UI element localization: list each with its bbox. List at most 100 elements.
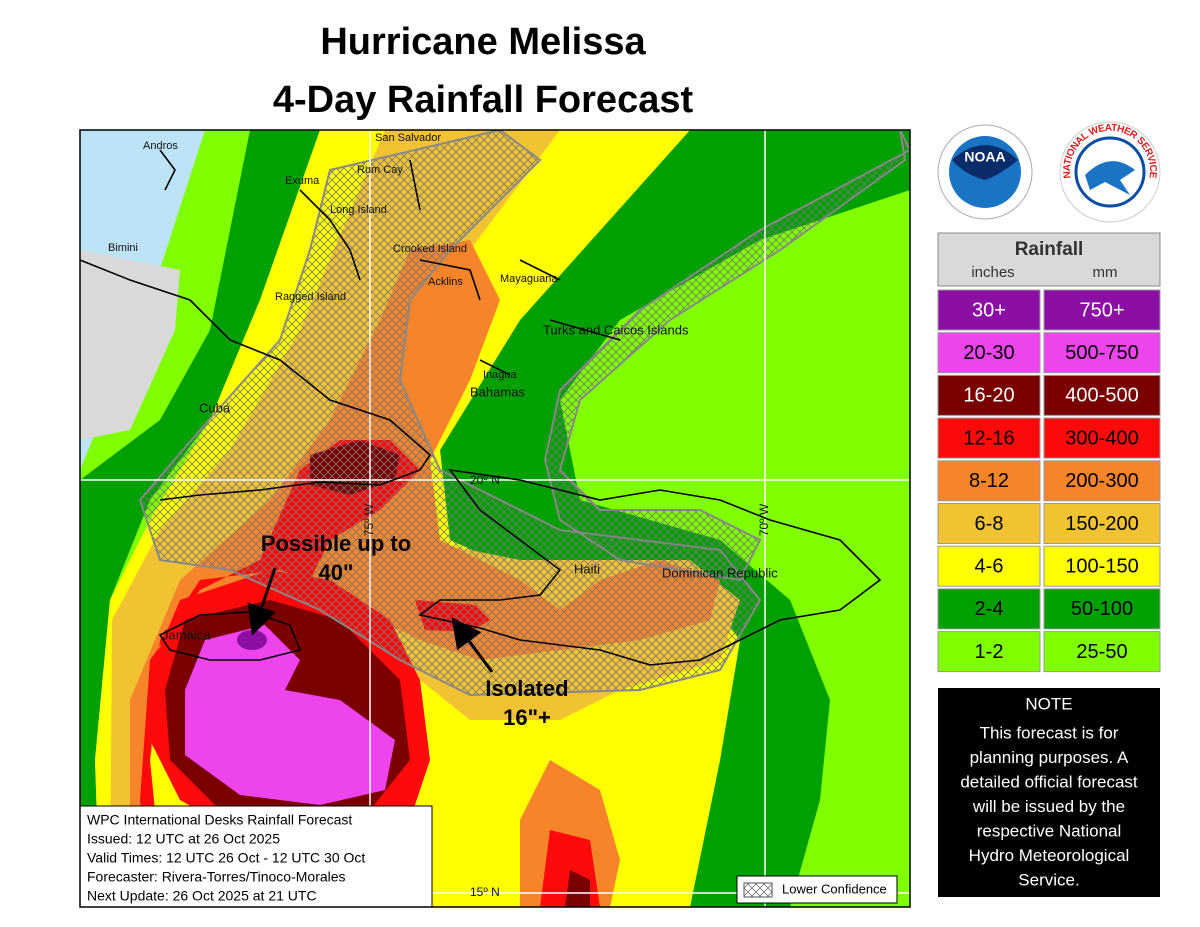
map: San Salvador Andros Rum Cay Exuma Long I… xyxy=(80,130,910,907)
annotation: 16"+ xyxy=(503,705,551,730)
note-line: will be issued by the xyxy=(972,797,1125,816)
legend-swatch xyxy=(1043,631,1161,673)
legend-inches: 30+ xyxy=(972,299,1006,321)
band-20-30 xyxy=(185,625,395,805)
note-box xyxy=(938,688,1160,897)
note-line: detailed official forecast xyxy=(960,772,1138,791)
legend-swatch xyxy=(1043,503,1161,544)
place-label: Bimini xyxy=(108,242,138,254)
legend-swatch xyxy=(937,503,1041,544)
place-label: Jamaica xyxy=(162,627,211,642)
legend-header xyxy=(937,232,1161,287)
band-2-4 xyxy=(440,130,910,907)
info-text: WPC International Desks Rainfall Forecas… xyxy=(87,812,365,904)
legend-swatch xyxy=(937,289,1041,331)
logo-symbol xyxy=(1085,161,1135,195)
place-label: Ragged Island xyxy=(275,291,346,303)
legend-mm: 50-100 xyxy=(1071,598,1133,620)
place-label: Andros xyxy=(143,140,178,152)
legend-mm: 25-50 xyxy=(1076,641,1127,663)
legend-swatch xyxy=(1043,545,1161,587)
place-label: Haiti xyxy=(574,561,600,576)
gridline-label: 70º W xyxy=(757,503,771,536)
legend-swatch xyxy=(937,374,1041,416)
legend-mm: 500-750 xyxy=(1065,342,1138,364)
legend-swatch xyxy=(1043,289,1161,331)
note-line: planning purposes. A xyxy=(970,748,1129,767)
legend-mm: 750+ xyxy=(1079,299,1124,321)
note-line: Service. xyxy=(1018,870,1079,889)
band-16-20 xyxy=(565,870,590,907)
info-line: Valid Times: 12 UTC 26 Oct - 12 UTC 30 O… xyxy=(87,850,365,866)
legend-mm: 150-200 xyxy=(1065,513,1138,535)
logo-text: NOAA xyxy=(964,149,1005,165)
lower-confidence-area xyxy=(138,130,762,697)
legend-swatch xyxy=(937,631,1041,673)
coastline-hispaniola xyxy=(418,468,882,666)
place-label: Acklins xyxy=(428,276,463,288)
nws-logo: NATIONAL WEATHER SERVICE xyxy=(1059,121,1161,223)
legend-swatch xyxy=(937,588,1041,630)
legend-swatch xyxy=(1043,588,1161,630)
legend-inches: 4-6 xyxy=(975,555,1004,577)
legend-inches: 20-30 xyxy=(963,342,1014,364)
logo-bird xyxy=(952,145,1018,180)
confidence-label: Lower Confidence xyxy=(782,881,887,896)
noaa-logo: NOAA xyxy=(937,124,1033,220)
legend-swatch xyxy=(937,545,1041,587)
confidence-swatch xyxy=(743,882,773,898)
legend-inches: 2-4 xyxy=(975,598,1004,620)
place-label: Dominican Republic xyxy=(662,565,778,580)
no-data xyxy=(80,250,180,440)
map-frame xyxy=(79,129,911,908)
legend-swatch xyxy=(937,417,1041,459)
gridline-label: 20º N xyxy=(470,473,500,487)
legend-swatch xyxy=(937,460,1041,502)
place-label: Long Island xyxy=(330,204,387,216)
info-line: WPC International Desks Rainfall Forecas… xyxy=(87,812,352,828)
band-30-plus xyxy=(237,630,267,650)
legend-inches: 1-2 xyxy=(975,641,1004,663)
place-label: Rum Cay xyxy=(357,164,403,176)
legend-unit: inches xyxy=(971,264,1014,281)
title-line: 4-Day Rainfall Forecast xyxy=(273,79,694,121)
title-line: Hurricane Melissa xyxy=(320,21,646,63)
legend-swatch xyxy=(1043,332,1161,374)
annotation: 40" xyxy=(319,560,354,585)
legend: 30+ 750+ 20-30 500-750 16-20 400-500 12-16 300-… xyxy=(937,289,1161,673)
coastline-bahamas xyxy=(159,149,621,376)
legend-inches: 6-8 xyxy=(975,513,1004,535)
legend-mm: 200-300 xyxy=(1065,470,1138,492)
legend-swatch xyxy=(937,332,1041,374)
note-line: This forecast is for xyxy=(980,723,1119,742)
band-2-4 xyxy=(80,130,320,907)
legend-inches: 8-12 xyxy=(969,470,1009,492)
place-label: Inagua xyxy=(483,369,518,381)
legend-inches: 12-16 xyxy=(963,427,1014,449)
info-line: Next Update: 26 Oct 2025 at 21 UTC xyxy=(87,888,317,904)
legend-mm: 300-400 xyxy=(1065,427,1138,449)
note-line: respective National xyxy=(977,821,1122,840)
place-label: San Salvador xyxy=(375,132,441,144)
lower-confidence-area xyxy=(543,130,910,582)
coastline-cuba xyxy=(80,259,432,501)
legend-title: Rainfall xyxy=(1015,239,1084,260)
annotation-arrow xyxy=(247,567,277,636)
coastline-jamaica xyxy=(158,611,302,661)
note-text: This forecast is for planning purposes. A… xyxy=(960,723,1138,889)
place-label: Turks and Caicos Islands xyxy=(543,322,689,337)
legend-swatch xyxy=(1043,460,1161,502)
legend-inches: 16-20 xyxy=(963,385,1014,407)
note-title: NOTE xyxy=(1025,694,1072,713)
legend-unit: mm xyxy=(1093,264,1118,281)
gridline-label: 75º W xyxy=(362,503,376,536)
legend-swatch xyxy=(1043,374,1161,416)
annotation: Isolated xyxy=(485,676,568,701)
legend-swatch xyxy=(1043,417,1161,459)
info-line: Forecaster: Rivera-Torres/Tinoco-Morales xyxy=(87,869,346,885)
place-label: Bahamas xyxy=(470,384,525,399)
legend-mm: 100-150 xyxy=(1065,555,1138,577)
info-line: Issued: 12 UTC at 26 Oct 2025 xyxy=(87,831,280,847)
